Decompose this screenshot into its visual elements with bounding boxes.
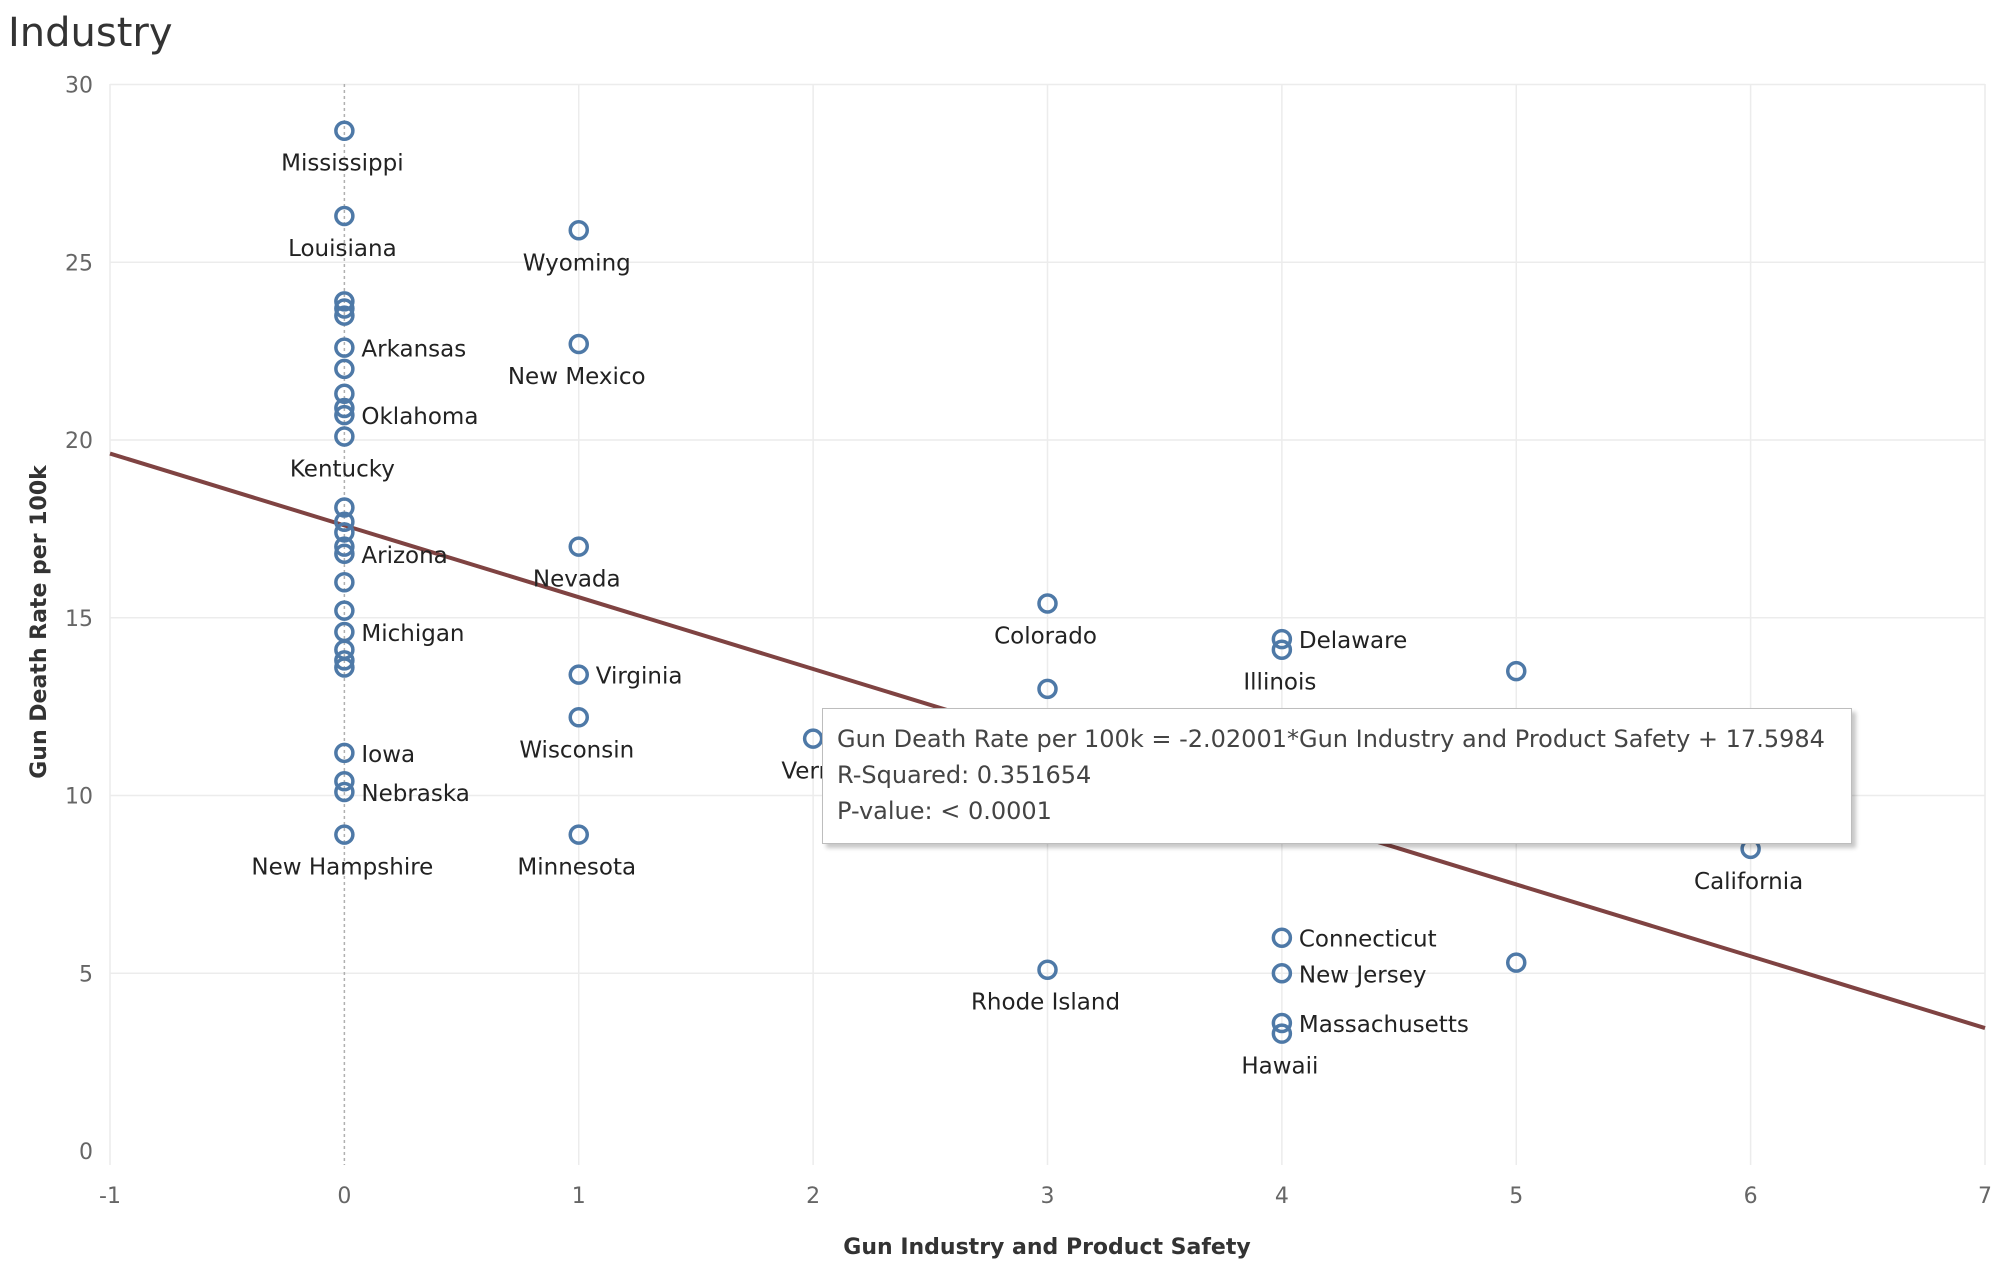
data-point[interactable] xyxy=(1506,952,1527,973)
point-labels: Mississippi Louisiana Arkansas Oklahoma Kent… xyxy=(251,151,1803,1080)
data-point[interactable] xyxy=(568,333,589,355)
y-tick-label: 10 xyxy=(65,785,93,810)
x-tick-label: 4 xyxy=(1275,1184,1289,1209)
point-label: Virginia xyxy=(596,664,683,690)
point-label: Wyoming xyxy=(523,250,631,276)
data-point[interactable] xyxy=(334,781,355,803)
point-label: Arizona xyxy=(361,543,447,569)
point-label: Michigan xyxy=(361,621,464,647)
data-point[interactable] xyxy=(334,358,355,380)
data-point[interactable] xyxy=(334,522,355,543)
point-label: Illinois xyxy=(1243,670,1316,696)
y-tick-label: 5 xyxy=(79,962,93,987)
data-point[interactable] xyxy=(334,426,355,447)
x-axis-ticks: -1 0 1 2 3 4 5 6 7 xyxy=(99,1184,1992,1209)
data-point[interactable] xyxy=(1037,959,1058,980)
point-label: Iowa xyxy=(361,742,415,768)
data-point[interactable] xyxy=(334,497,355,518)
y-tick-label: 15 xyxy=(65,607,93,632)
data-point[interactable] xyxy=(1271,628,1293,650)
data-point[interactable] xyxy=(1271,927,1293,948)
data-point[interactable] xyxy=(1037,593,1058,614)
point-label: Oklahoma xyxy=(361,404,478,430)
data-point[interactable] xyxy=(1271,963,1293,984)
data-point[interactable] xyxy=(1037,678,1058,700)
x-tick-label: 7 xyxy=(1978,1184,1992,1209)
data-point[interactable] xyxy=(1271,1023,1293,1044)
point-label: Wisconsin xyxy=(519,737,634,763)
data-point[interactable] xyxy=(1506,660,1527,682)
data-point[interactable] xyxy=(334,824,355,845)
data-point[interactable] xyxy=(568,536,589,557)
data-point[interactable] xyxy=(568,220,589,241)
x-tick-label: -1 xyxy=(99,1184,121,1209)
point-label: Hawaii xyxy=(1241,1054,1318,1080)
point-label: Arkansas xyxy=(361,337,466,363)
data-point[interactable] xyxy=(334,120,355,141)
data-point[interactable] xyxy=(334,536,355,557)
y-axis-title: Gun Death Rate per 100k xyxy=(27,464,52,779)
data-point[interactable] xyxy=(1271,639,1293,660)
point-label: Louisiana xyxy=(288,236,397,262)
point-label: Minnesota xyxy=(517,855,636,881)
y-tick-label: 30 xyxy=(65,74,93,99)
point-label: Mississippi xyxy=(281,151,404,177)
data-point[interactable] xyxy=(334,383,355,405)
point-label: Colorado xyxy=(994,624,1097,650)
data-point[interactable] xyxy=(334,742,355,764)
point-label: Nebraska xyxy=(361,781,470,807)
x-axis-title: Gun Industry and Product Safety xyxy=(843,1235,1250,1260)
data-point[interactable] xyxy=(334,337,355,358)
page-title: Industry xyxy=(8,10,173,56)
data-point[interactable] xyxy=(334,771,355,792)
point-label: Kentucky xyxy=(290,456,395,482)
x-tick-label: 3 xyxy=(1041,1184,1055,1209)
data-point[interactable] xyxy=(1271,1012,1293,1034)
data-point[interactable] xyxy=(334,543,355,565)
data-point[interactable] xyxy=(334,397,355,419)
point-label: New Mexico xyxy=(508,364,646,390)
point-label: New Jersey xyxy=(1299,962,1427,988)
point-label: New Hampshire xyxy=(251,855,433,881)
data-point[interactable] xyxy=(334,650,355,671)
x-tick-label: 2 xyxy=(806,1184,820,1209)
data-point[interactable] xyxy=(334,291,355,312)
point-label: Delaware xyxy=(1299,628,1407,654)
data-points xyxy=(334,120,1761,1044)
data-point[interactable] xyxy=(334,298,355,319)
data-point[interactable] xyxy=(334,205,355,227)
trend-line-tooltip: Gun Death Rate per 100k = -2.02001*Gun I… xyxy=(822,708,1852,844)
y-axis-ticks: 0 5 10 15 20 25 30 xyxy=(65,74,93,1166)
y-tick-label: 0 xyxy=(79,1140,93,1165)
data-point[interactable] xyxy=(334,600,355,621)
point-label: California xyxy=(1694,869,1803,895)
data-point[interactable] xyxy=(568,824,589,845)
point-label: Connecticut xyxy=(1299,927,1437,953)
point-label: Nevada xyxy=(533,567,621,593)
x-tick-label: 5 xyxy=(1509,1184,1523,1209)
x-tick-label: 6 xyxy=(1744,1184,1758,1209)
x-tick-label: 0 xyxy=(337,1184,351,1209)
data-point[interactable] xyxy=(334,511,355,533)
y-tick-label: 25 xyxy=(65,251,93,276)
data-point[interactable] xyxy=(568,707,589,728)
y-tick-label: 20 xyxy=(65,429,93,454)
point-label: Massachusetts xyxy=(1299,1012,1469,1038)
x-tick-label: 1 xyxy=(572,1184,586,1209)
point-label: Rhode Island xyxy=(971,990,1120,1016)
data-point[interactable] xyxy=(334,305,355,326)
data-point[interactable] xyxy=(334,571,355,593)
data-point[interactable] xyxy=(568,664,589,685)
data-point[interactable] xyxy=(802,728,824,749)
tooltip-r-squared: R-Squared: 0.351654 xyxy=(837,761,1092,789)
tooltip-p-value: P-value: < 0.0001 xyxy=(837,797,1052,825)
data-point[interactable] xyxy=(334,404,355,426)
data-point[interactable] xyxy=(334,657,355,678)
tooltip-equation: Gun Death Rate per 100k = -2.02001*Gun I… xyxy=(837,725,1825,753)
